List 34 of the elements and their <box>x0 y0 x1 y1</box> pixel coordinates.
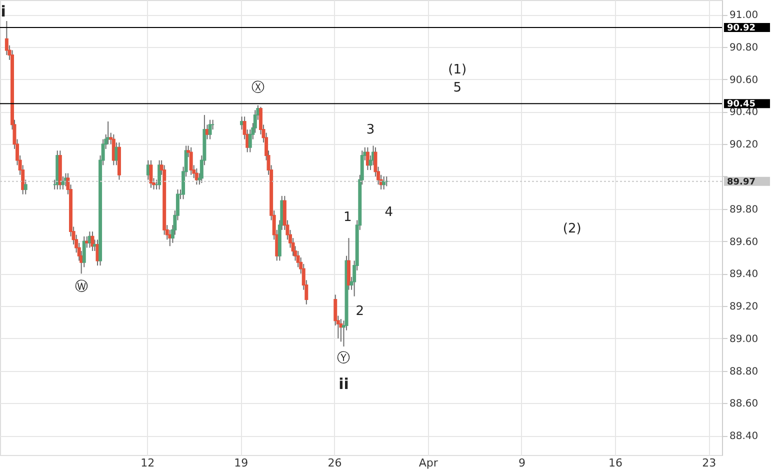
annotation: Ⓧ <box>251 80 264 96</box>
annotation: Ⓦ <box>74 280 88 295</box>
x-tick-label: 26 <box>328 456 342 470</box>
annotation: Ⓨ <box>337 350 350 366</box>
annotation: (2) <box>562 221 582 236</box>
annotation: ii <box>338 374 349 393</box>
annotation: (1) <box>448 62 467 78</box>
annotation: 1 <box>343 210 352 225</box>
y-tick-label: 90.80 <box>730 42 758 54</box>
x-tick-label: Apr <box>418 456 438 470</box>
y-tick-label: 89.40 <box>730 269 758 280</box>
y-tick-label: 90.40 <box>730 107 758 118</box>
y-tick-label: 89.80 <box>730 204 758 216</box>
annotation: 2 <box>356 304 364 319</box>
y-tick-label: 91.00 <box>730 10 758 22</box>
annotation: i <box>0 2 6 20</box>
x-tick-label: 19 <box>234 456 248 470</box>
y-tick-label: 88.80 <box>730 366 758 378</box>
ref-line-label: 90.92 <box>727 24 756 34</box>
y-tick-label: 88.40 <box>730 431 758 442</box>
y-tick-label: 88.60 <box>730 398 758 410</box>
annotation: 5 <box>453 80 462 96</box>
y-tick-label: 89.00 <box>730 334 758 345</box>
x-tick-label: 16 <box>608 456 623 470</box>
y-tick-label: 90.20 <box>730 140 758 151</box>
x-tick-label: 12 <box>140 456 155 470</box>
annotation: 4 <box>384 205 393 220</box>
ref-line-label: 89.97 <box>727 177 756 188</box>
annotation: 3 <box>366 122 375 138</box>
x-tick-label: 23 <box>702 456 716 470</box>
x-tick-label: 9 <box>518 456 526 470</box>
y-tick-label: 89.20 <box>730 302 758 313</box>
y-tick-label: 90.60 <box>730 74 758 86</box>
y-tick-label: 89.60 <box>730 236 758 248</box>
